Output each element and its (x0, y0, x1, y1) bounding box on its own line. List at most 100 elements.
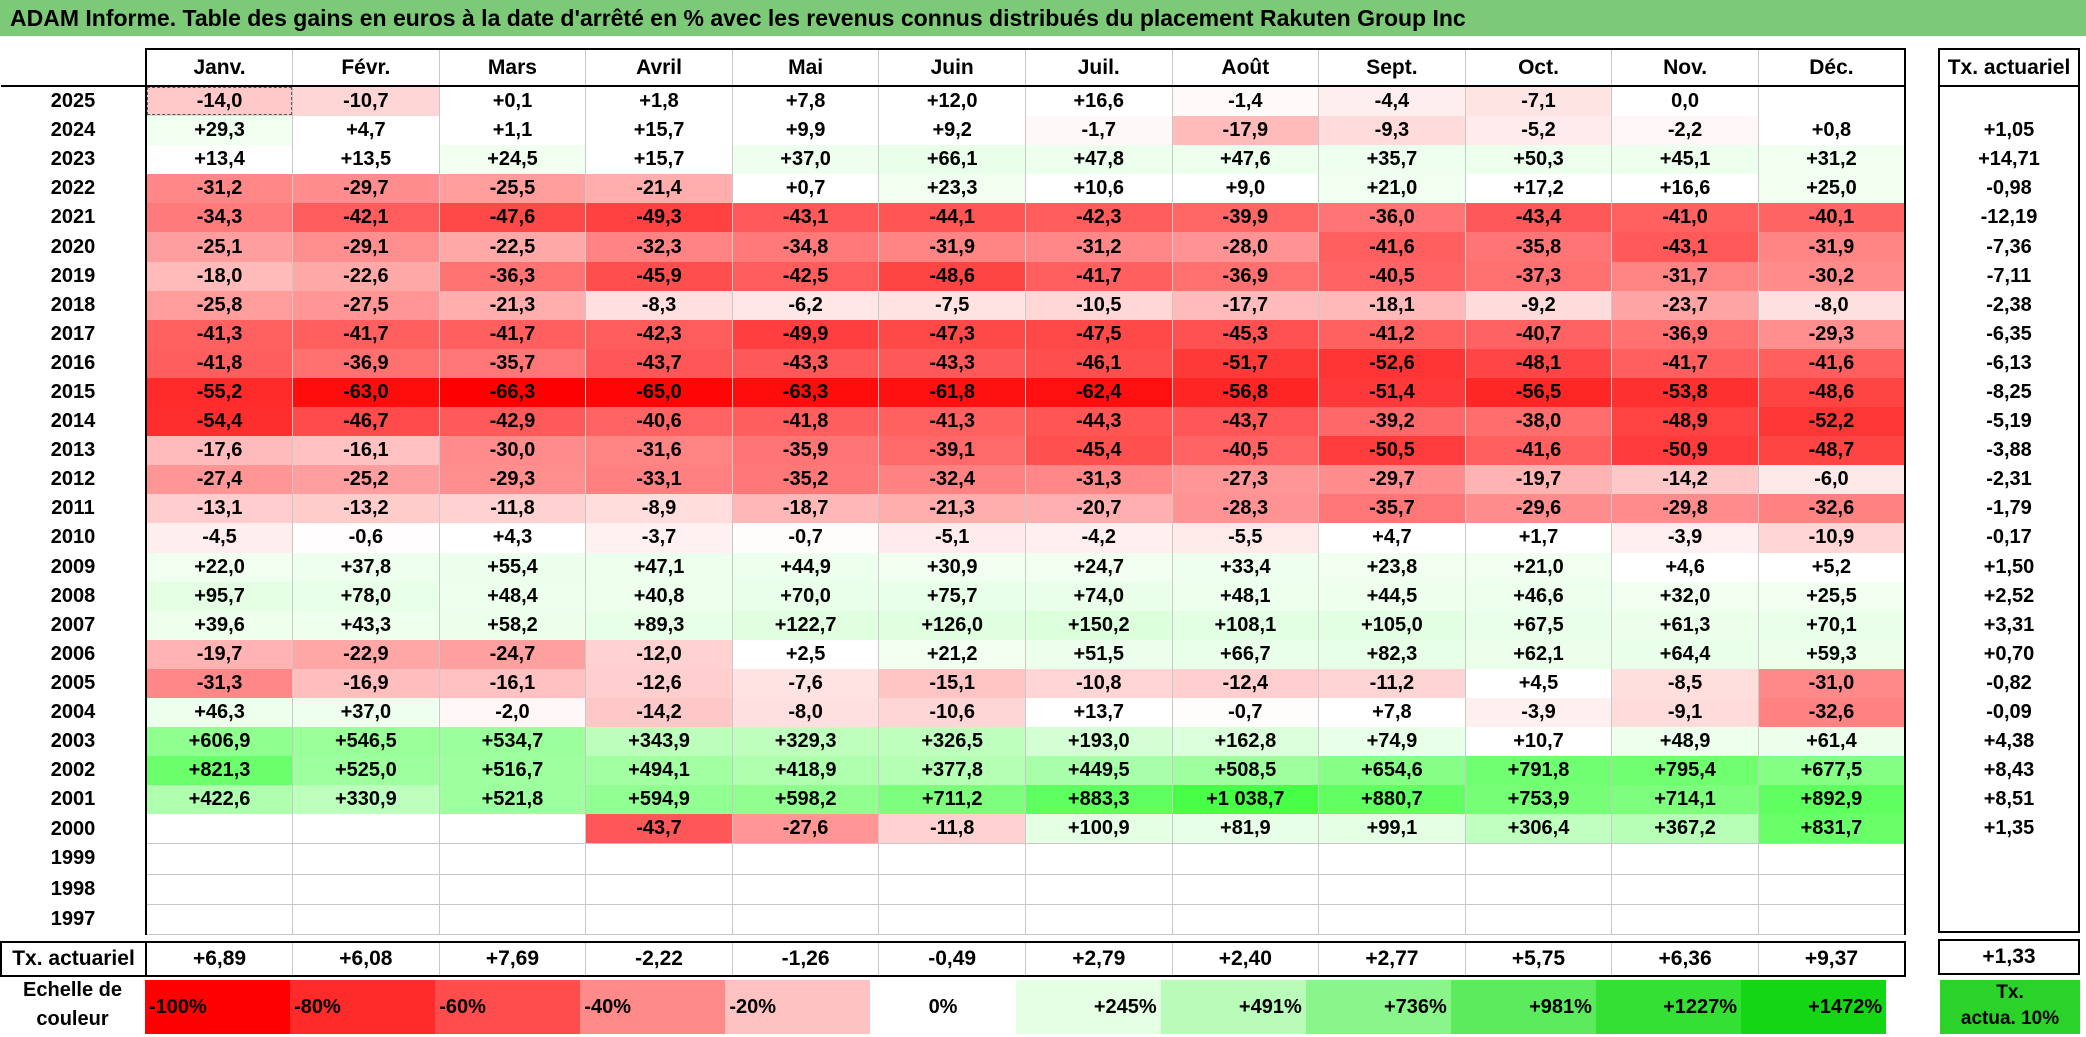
rate-row: +2,52 (1938, 581, 2080, 611)
gain-cell: +47,1 (585, 552, 733, 582)
gain-cell: +44,5 (1318, 581, 1466, 611)
gain-cell: -18,1 (1318, 290, 1466, 320)
gain-cell: +46,6 (1464, 581, 1613, 611)
gain-cell: -41,8 (145, 348, 294, 378)
gain-cell (731, 903, 880, 935)
gain-cell: -9,3 (1318, 116, 1466, 146)
rate-row: -2,38 (1938, 290, 2080, 320)
gain-cell: -11,8 (438, 494, 587, 524)
gain-cell: -14,2 (585, 697, 733, 728)
gain-cell: -39,9 (1171, 203, 1320, 233)
gain-cell: +39,6 (145, 610, 294, 640)
footer-label: Tx. actuariel (0, 940, 147, 977)
gain-cell: -10,6 (878, 697, 1026, 728)
gain-cell: +81,9 (1171, 814, 1320, 844)
gain-cell (585, 903, 733, 935)
gain-cell (1318, 843, 1466, 875)
gains-table: Janv. Févr. Mars Avril Mai Juin Juil. Août Sept.… (0, 48, 1906, 977)
gain-cell (1464, 903, 1613, 935)
rate-row: -0,82 (1938, 668, 2080, 698)
gain-cell (438, 814, 587, 844)
rate-cell: +0,70 (1938, 639, 2080, 669)
gain-cell: -31,2 (1024, 232, 1173, 262)
color-scale-label-line1: Echelle de (23, 979, 122, 1001)
year-label: 2002 (50, 759, 96, 782)
gain-cell: -63,0 (292, 377, 440, 408)
rate-cell: +1,35 (1938, 814, 2080, 844)
gain-cell: -5,5 (1171, 523, 1320, 553)
gain-cell: +880,7 (1318, 785, 1466, 815)
gain-cell: +193,0 (1024, 727, 1173, 757)
gain-cell: +4,7 (1318, 523, 1466, 553)
gain-cell: +48,9 (1611, 727, 1759, 757)
gain-cell: -29,7 (292, 174, 440, 204)
gain-cell: -23,7 (1611, 290, 1759, 320)
gain-cell: -43,7 (1171, 407, 1320, 437)
gain-cell: -4,2 (1024, 523, 1173, 553)
gain-cell: +17,2 (1464, 174, 1613, 204)
gain-cell: -41,6 (1757, 348, 1906, 378)
gain-cell: -41,8 (731, 407, 880, 437)
color-scale-swatch: +1472% (1741, 980, 1887, 1034)
gain-cell: -40,7 (1464, 319, 1613, 349)
gain-cell: +29,3 (145, 116, 294, 146)
rate-cell: +8,51 (1938, 785, 2080, 815)
gain-cell: -35,9 (731, 436, 880, 466)
rate-cell: -12,19 (1938, 203, 2080, 233)
rate-cell: -0,98 (1938, 174, 2080, 204)
gain-cell: -41,3 (145, 319, 294, 349)
year-label: 2023 (50, 148, 96, 171)
gain-cell: -7,5 (878, 290, 1026, 320)
rate-cell: -5,19 (1938, 407, 2080, 437)
gain-cell: -25,1 (145, 232, 294, 262)
gain-cell (145, 873, 294, 905)
color-scale-swatch: -20% (725, 980, 871, 1034)
gain-cell: -12,4 (1171, 668, 1320, 698)
gain-cell: -12,6 (585, 668, 733, 698)
gain-cell: +75,7 (878, 581, 1026, 611)
color-scale-swatch: +981% (1450, 980, 1596, 1034)
color-scale-swatch: -80% (290, 980, 436, 1034)
gain-cell (1024, 873, 1173, 905)
gain-cell: +24,7 (1024, 552, 1173, 582)
gain-cell: +21,0 (1318, 174, 1466, 204)
gain-cell: +74,0 (1024, 581, 1173, 611)
year-label: 2008 (50, 584, 96, 607)
month-header: Avril (585, 48, 733, 87)
gain-cell: -33,1 (585, 465, 733, 495)
year-label: 2003 (50, 730, 96, 753)
gain-cell: -6,0 (1757, 465, 1906, 495)
gain-cell: -35,7 (1318, 494, 1466, 524)
gain-cell: -19,7 (1464, 465, 1613, 495)
rate-row: +8,43 (1938, 756, 2080, 786)
gain-cell (292, 873, 440, 905)
gain-cell: +418,9 (731, 756, 880, 786)
gain-cell: +47,6 (1171, 145, 1320, 175)
gain-cell: +126,0 (878, 610, 1026, 640)
year-label: 2017 (50, 322, 96, 345)
gain-cell (1464, 843, 1613, 875)
year-row: 2016 -41,8 -36,9 -35,7 -43,7 -43,3 -43,3 -46,1-… (1, 348, 1906, 378)
gain-cell (145, 843, 294, 875)
gain-cell: -25,8 (145, 290, 294, 320)
gain-cell: -46,1 (1024, 348, 1173, 378)
gain-cell: -21,3 (878, 494, 1026, 524)
rate-cell: +4,38 (1938, 727, 2080, 757)
year-row: 2001 +422,6 +330,9 +521,8 +594,9 +598,2 +711,2… (1, 785, 1906, 815)
gain-cell: -2,0 (438, 697, 587, 728)
gain-cell: +45,1 (1611, 145, 1759, 175)
gain-cell: +9,9 (731, 116, 880, 146)
rate-row: +1,50 (1938, 552, 2080, 582)
year-row: 2015 -55,2 -63,0 -66,3 -65,0 -63,3 -61,8 -62,4-… (1, 377, 1906, 408)
gain-cell: -43,3 (878, 348, 1026, 378)
gain-cell: -29,8 (1611, 494, 1759, 524)
gain-cell: -41,7 (1611, 348, 1759, 378)
year-label: 2009 (50, 555, 96, 578)
gain-cell (292, 903, 440, 935)
gain-cell: +47,8 (1024, 145, 1173, 175)
color-scale-swatch: +736% (1305, 980, 1451, 1034)
gain-cell: -8,9 (585, 494, 733, 524)
spacer-cell (1, 934, 1905, 942)
year-row: 2021 -34,3 -42,1 -47,6 -49,3 -43,1 -44,1 -42,3-… (1, 203, 1906, 233)
year-row: 2008 +95,7 +78,0 +48,4 +40,8 +70,0 +75,7 +74,0 +… (1, 581, 1906, 611)
